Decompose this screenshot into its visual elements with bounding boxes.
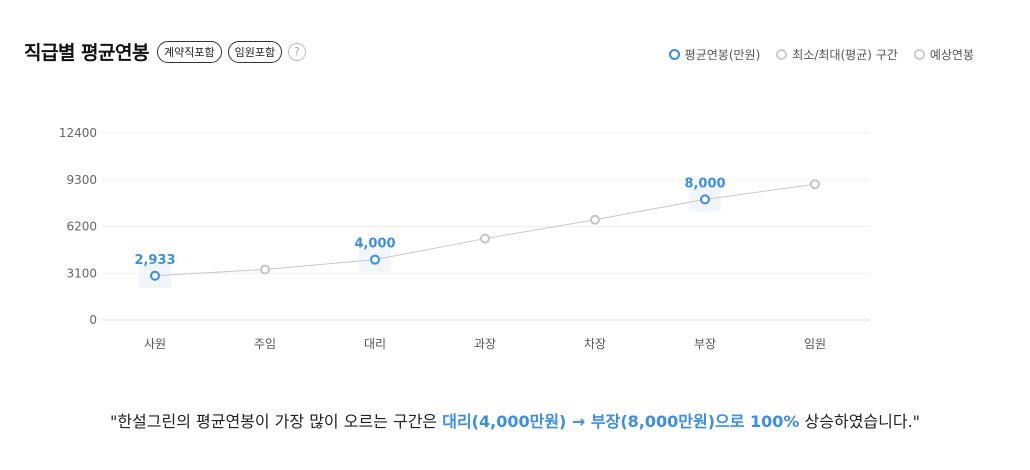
data-label: 2,933 <box>134 253 175 268</box>
legend-item-expected: 예상연봉 <box>913 46 974 63</box>
expected-point <box>590 214 600 225</box>
average-point <box>150 270 160 281</box>
executive-include-tag[interactable]: 임원포함 <box>227 40 283 63</box>
chart-header: 직급별 평균연봉 계약직포함 임원포함 ? <box>24 38 307 65</box>
x-tick-label: 부장 <box>694 337 716 351</box>
chart-legend: 평균연봉(만원) 최소/최대(평균) 구간 예상연봉 <box>668 46 974 63</box>
x-tick-label: 사원 <box>144 337 166 351</box>
x-tick-label: 임원 <box>804 337 826 351</box>
expected-point <box>260 264 270 275</box>
expected-point <box>480 233 490 244</box>
y-tick-label: 6200 <box>66 220 97 234</box>
summary-highlight: 대리(4,000만원) → 부장(8,000만원)으로 100% <box>442 412 800 431</box>
legend-label: 예상연봉 <box>929 48 974 62</box>
data-label: 4,000 <box>354 237 395 252</box>
summary-text: "한설그린의 평균연봉이 가장 많이 오르는 구간은 대리(4,000만원) →… <box>0 408 1030 432</box>
contract-include-tag[interactable]: 계약직포함 <box>156 40 222 63</box>
legend-label: 최소/최대(평균) 구간 <box>792 48 898 62</box>
series-line <box>154 183 816 277</box>
legend-item-average: 평균연봉(만원) <box>668 46 761 63</box>
x-tick-label: 과장 <box>474 337 496 351</box>
data-label: 8,000 <box>684 176 725 191</box>
average-point <box>700 194 710 205</box>
y-tick-label: 3100 <box>66 266 97 280</box>
expected-point <box>810 179 820 190</box>
y-tick-label: 12400 <box>59 126 97 140</box>
legend-dot-icon <box>776 49 788 60</box>
summary-suffix: 상승하였습니다." <box>799 412 921 431</box>
summary-prefix: "한설그린의 평균연봉이 가장 많이 오르는 구간은 <box>109 412 443 431</box>
legend-dot-icon <box>913 49 925 60</box>
average-point <box>370 254 380 265</box>
legend-label: 평균연봉(만원) <box>684 48 761 62</box>
help-icon[interactable]: ? <box>288 42 307 61</box>
legend-item-range: 최소/최대(평균) 구간 <box>776 46 898 63</box>
legend-dot-icon <box>668 49 680 60</box>
salary-line-chart: 0 3100 6200 9300 12400 사원 주임 대리 과장 차장 부장 임원 2,933 4,0… <box>59 126 870 351</box>
x-tick-label: 대리 <box>364 337 386 351</box>
x-tick-label: 주임 <box>254 337 276 351</box>
y-tick-label: 9300 <box>66 173 97 187</box>
y-tick-label: 0 <box>89 313 97 327</box>
x-tick-label: 차장 <box>584 337 606 351</box>
chart-title: 직급별 평균연봉 <box>24 42 149 64</box>
